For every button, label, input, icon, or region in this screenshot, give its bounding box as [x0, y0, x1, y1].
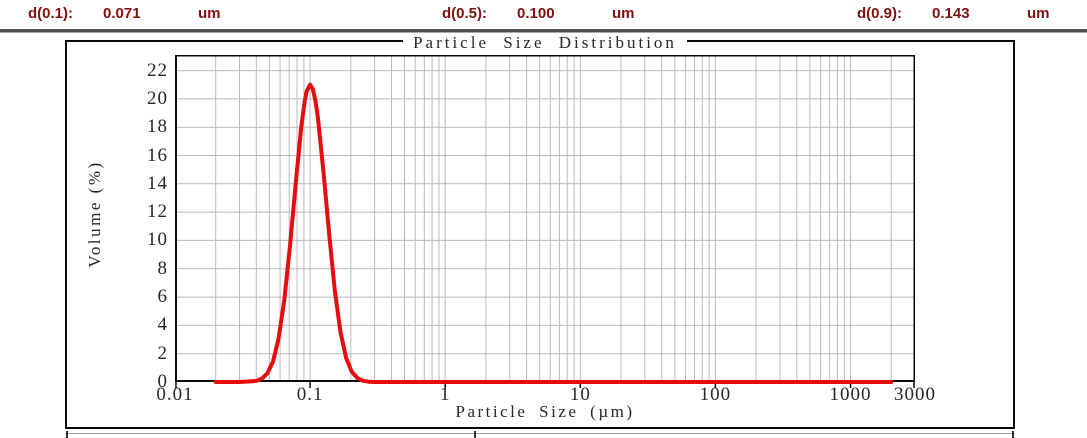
header-separator-rule [0, 29, 1087, 33]
plot-area [175, 55, 915, 388]
distribution-curve [213, 82, 894, 384]
d90-value: 0.143 [932, 5, 970, 22]
d10-label: d(0.1): [28, 5, 73, 22]
next-section-cutoff-tick [474, 431, 476, 438]
y-tick-label: 4 [157, 314, 168, 336]
y-tick-label: 12 [147, 201, 168, 223]
d50-value: 0.100 [517, 5, 555, 22]
d90-label: d(0.9): [857, 5, 902, 22]
d90-unit: um [1027, 5, 1050, 22]
x-tick-label: 0.1 [296, 384, 324, 405]
d10-value: 0.071 [103, 5, 141, 22]
x-tick-label: 100 [699, 384, 732, 405]
chart-title: Particle Size Distribution [175, 33, 915, 53]
y-tick-label: 16 [147, 144, 168, 166]
y-tick-label: 2 [157, 342, 168, 364]
next-section-cutoff-tick [1012, 431, 1014, 438]
x-tick-label: 0.01 [156, 384, 194, 405]
next-section-cutoff-tick [66, 431, 68, 438]
y-tick-label: 6 [157, 286, 168, 308]
y-tick-label: 8 [157, 257, 168, 279]
next-section-cutoff-line [65, 433, 1015, 434]
x-tick-label: 1 [439, 384, 451, 405]
axis-lines [175, 55, 915, 382]
d10-unit: um [198, 5, 221, 22]
x-tick-label: 3000 [894, 384, 936, 405]
y-tick-label: 22 [147, 59, 168, 81]
y-tick-label: 14 [147, 172, 168, 194]
d50-label: d(0.5): [442, 5, 487, 22]
x-axis-title: Particle Size (µm) [455, 402, 635, 421]
y-axis-title: Volume (%) [85, 160, 104, 268]
x-tick-label: 10 [569, 384, 591, 405]
y-tick-label: 18 [147, 116, 168, 138]
d50-unit: um [612, 5, 635, 22]
y-tick-label: 20 [147, 87, 168, 109]
y-tick-label: 10 [147, 229, 168, 251]
y-tick-label: 0 [157, 371, 168, 392]
x-tick-label: 1000 [829, 384, 872, 405]
plot-border [175, 55, 915, 382]
